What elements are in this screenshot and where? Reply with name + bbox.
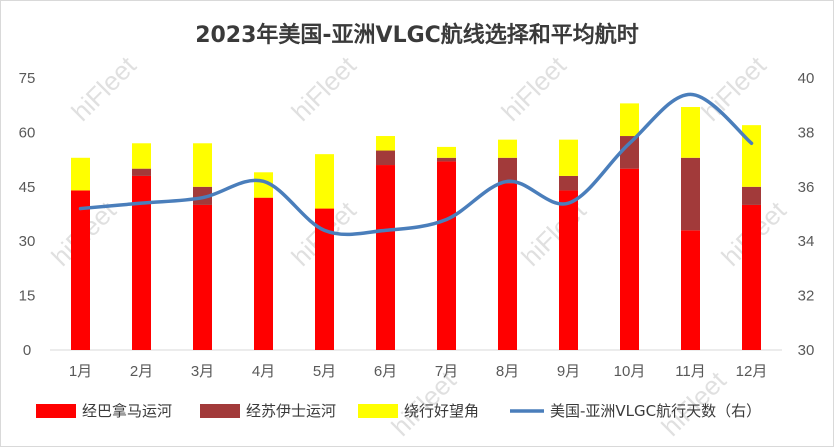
legend-swatch — [358, 404, 398, 418]
bar-segment — [620, 136, 639, 169]
bar-segment — [315, 208, 334, 350]
bars-layer — [71, 103, 761, 350]
x-axis-tick: 1月 — [69, 363, 92, 380]
bar-segment — [193, 143, 212, 187]
legend-swatch — [200, 404, 240, 418]
x-axis-tick: 4月 — [252, 363, 275, 380]
right-axis-tick: 36 — [798, 179, 815, 196]
bar-segment — [254, 197, 273, 350]
left-axis-tick: 75 — [19, 70, 36, 87]
watermark-layer: hiFleet hiFleet hiFleet hiFleethiFleethiFle… — [45, 50, 792, 442]
chart-title: 2023年美国-亚洲VLGC航线选择和平均航时 — [195, 22, 639, 48]
left-axis-tick: 15 — [19, 288, 36, 305]
bar-segment — [132, 168, 151, 176]
bar-segment — [559, 190, 578, 350]
right-axis-tick: 32 — [798, 288, 815, 305]
watermark-text: hiFleet — [515, 195, 592, 272]
bar-segment — [71, 157, 90, 191]
bar-segment — [437, 157, 456, 162]
bar-segment — [681, 107, 700, 158]
line-layer — [78, 92, 754, 237]
watermark-text: hiFleet — [695, 50, 772, 127]
x-axis-tick: 2月 — [130, 363, 153, 380]
bar-segment — [376, 150, 395, 166]
watermark-text: hiFleet — [285, 50, 362, 127]
bar-segment — [437, 161, 456, 350]
bar-segment — [71, 190, 90, 350]
bar-segment — [498, 183, 517, 350]
bar-segment — [498, 139, 517, 158]
bar-segment — [193, 186, 212, 205]
x-axis-tick: 7月 — [435, 363, 458, 380]
line-series-path — [78, 92, 754, 237]
x-axis-tick: 6月 — [374, 363, 397, 380]
bar-segment — [132, 143, 151, 169]
legend-label: 美国-亚洲VLGC航行天数（右） — [550, 402, 761, 420]
right-axis-tick: 30 — [798, 342, 815, 359]
bar-segment — [742, 204, 761, 350]
left-axis: 0 15 30 45 60 75 — [19, 70, 36, 359]
left-axis-tick: 0 — [23, 342, 31, 359]
legend-swatch — [36, 404, 76, 418]
x-axis-tick: 9月 — [557, 363, 580, 380]
right-axis-tick: 40 — [798, 70, 815, 87]
right-axis-tick: 34 — [798, 233, 815, 250]
x-axis-tick: 12月 — [736, 363, 768, 380]
left-axis-tick: 45 — [19, 179, 36, 196]
x-axis: 1月 2月 3月 4月 5月 6月 7月 8月 9月 10月 11月 12月 — [69, 363, 768, 380]
legend-label: 经苏伊士运河 — [246, 402, 336, 420]
bar-segment — [498, 157, 517, 184]
x-axis-tick: 10月 — [614, 363, 646, 380]
bar-segment — [132, 175, 151, 350]
watermark-text: hiFleet — [65, 50, 142, 127]
left-axis-tick: 60 — [19, 124, 36, 141]
bar-segment — [559, 175, 578, 191]
x-axis-tick: 11月 — [675, 363, 706, 380]
bar-segment — [620, 168, 639, 350]
left-axis-tick: 30 — [19, 233, 36, 250]
bar-segment — [376, 165, 395, 350]
bar-segment — [620, 103, 639, 137]
right-axis-tick: 38 — [798, 124, 815, 141]
bar-segment — [193, 204, 212, 350]
bar-segment — [742, 186, 761, 205]
legend: 经巴拿马运河 经苏伊士运河 绕行好望角 美国-亚洲VLGC航行天数（右） — [36, 402, 761, 420]
bar-segment — [254, 172, 273, 198]
x-axis-tick: 5月 — [313, 363, 336, 380]
bar-segment — [681, 157, 700, 231]
x-axis-tick: 8月 — [496, 363, 519, 380]
bar-segment — [315, 154, 334, 209]
x-axis-tick: 3月 — [191, 363, 214, 380]
right-axis: 30 32 34 36 38 40 — [798, 70, 815, 359]
bar-segment — [376, 136, 395, 151]
bar-segment — [681, 230, 700, 350]
bar-segment — [559, 139, 578, 176]
legend-label: 经巴拿马运河 — [82, 402, 172, 420]
watermark-text: hiFleet — [495, 50, 572, 127]
legend-label: 绕行好望角 — [404, 402, 479, 420]
bar-segment — [437, 146, 456, 158]
